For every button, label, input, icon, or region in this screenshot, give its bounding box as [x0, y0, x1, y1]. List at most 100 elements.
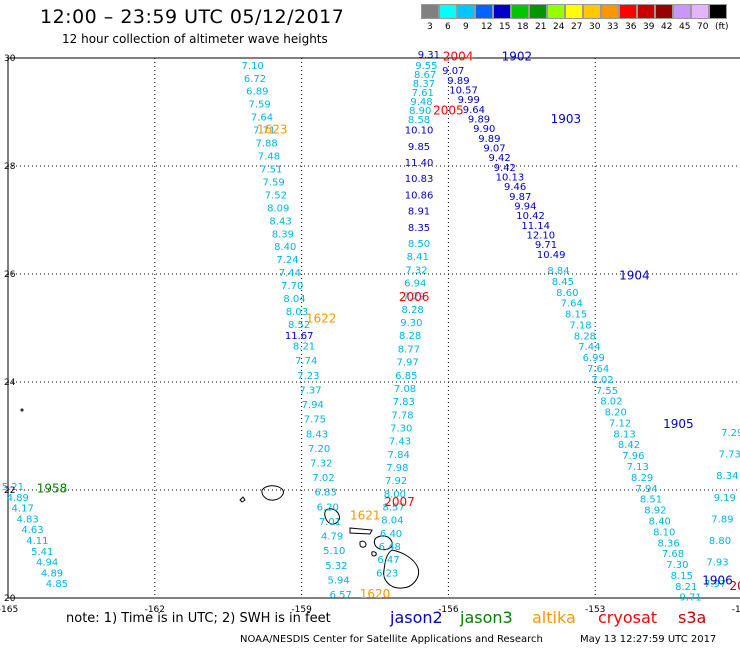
wave-height-value: 8.21	[293, 342, 315, 353]
wave-height-value: 5.10	[323, 546, 345, 557]
wave-height-value: 7.73	[719, 450, 740, 461]
wave-height-value: 7.61	[412, 88, 434, 99]
wave-height-value: 9.42	[489, 153, 511, 164]
lon-tick-label: -156	[438, 605, 459, 615]
wave-height-value: 7.97	[704, 579, 726, 590]
wave-height-value: 8.04	[283, 294, 305, 305]
wave-height-value: 7.01	[319, 517, 341, 528]
wave-height-value: 8.42	[618, 440, 640, 451]
wave-height-value: 8.20	[605, 408, 627, 419]
wave-height-value: 6.94	[404, 279, 426, 290]
scale-swatch	[637, 4, 655, 19]
wave-height-value: 6.23	[376, 568, 398, 579]
scale-swatch	[475, 4, 493, 19]
island-oahu	[324, 508, 340, 525]
wave-height-value: 8.13	[613, 429, 635, 440]
pass-time-label: 1958	[37, 482, 68, 496]
scale-swatch	[619, 4, 637, 19]
wave-height-value: 7.89	[711, 514, 733, 525]
scale-swatch	[493, 4, 511, 19]
wave-height-value: 9.31	[418, 50, 440, 61]
wave-height-value: 7.59	[262, 177, 284, 188]
wave-height-value: 6.89	[246, 87, 268, 98]
page-subtitle: 12 hour collection of altimeter wave hei…	[62, 32, 328, 46]
wave-height-value: 7.97	[396, 358, 418, 369]
pass-time-label: 2004	[443, 50, 474, 64]
wave-height-value: 7.29	[721, 428, 740, 439]
lon-tick-label: -150	[732, 605, 740, 615]
lon-tick-label: -159	[291, 605, 312, 615]
wave-height-value: 8.36	[657, 538, 679, 549]
scale-label: 3	[427, 22, 433, 32]
generation-timestamp: May 13 12:27:59 UTC 2017	[580, 634, 717, 645]
scale-swatch	[529, 4, 547, 19]
wave-height-value: 7.30	[390, 423, 412, 434]
wave-height-value: 7.37	[299, 385, 321, 396]
scale-label: 18	[517, 22, 529, 32]
legend-cryosat: cryosat	[598, 608, 658, 627]
wave-height-value: 6.40	[380, 529, 402, 540]
legend-jason3: jason3	[460, 608, 513, 627]
wave-height-value: 7.52	[265, 190, 287, 201]
scale-swatch	[673, 4, 691, 19]
island-lanai	[359, 540, 367, 548]
wave-height-value: 8.15	[671, 571, 693, 582]
scale-label: 45	[679, 22, 691, 32]
wave-height-value: 7.43	[389, 437, 411, 448]
wave-height-value: 4.89	[7, 493, 29, 504]
wave-height-value: 8.90	[409, 106, 431, 117]
scale-label: 21	[535, 22, 547, 32]
pass-time-label: 20	[729, 579, 740, 593]
island-niihau	[239, 496, 246, 503]
map-grid	[7, 57, 740, 599]
scale-label: 70	[697, 22, 709, 32]
wave-height-value: 9.89	[468, 115, 490, 126]
wave-height-value: 4.79	[321, 532, 343, 543]
scale-label: 15	[499, 22, 511, 32]
wave-height-value: 9.07	[442, 66, 464, 77]
map-frame	[7, 57, 740, 599]
wave-height-value: 8.67	[414, 70, 436, 81]
wave-height-value: 8.29	[631, 473, 653, 484]
wave-height-value: 11.40	[405, 158, 434, 169]
wave-height-value: 5.41	[31, 547, 53, 558]
wave-height-value: 7.44	[578, 342, 600, 353]
wave-height-value: 8.04	[381, 516, 403, 527]
wave-height-value: 9.85	[408, 142, 430, 153]
wave-height-value: 7.02	[591, 375, 613, 386]
wave-height-value: 7.96	[622, 451, 644, 462]
wave-height-value: 7.71	[253, 126, 275, 137]
wave-height-value: 7.20	[308, 444, 330, 455]
lon-tick-label: -153	[585, 605, 605, 615]
wave-height-value: 8.60	[556, 288, 578, 299]
wave-height-value: 8.84	[547, 266, 569, 277]
wave-height-value: 8.51	[640, 495, 662, 506]
wave-height-value: 8.34	[716, 471, 738, 482]
lat-tick-label: 24	[4, 378, 16, 388]
wave-height-value: 7.68	[662, 549, 684, 560]
wave-height-value: 9.87	[509, 192, 531, 203]
scale-swatch	[655, 4, 673, 19]
pass-time-label: 2007	[384, 495, 415, 509]
wave-height-value: 10.57	[449, 86, 478, 97]
wave-height-value: 8.43	[306, 429, 328, 440]
wave-height-value: 7.48	[258, 152, 280, 163]
wave-height-value: 9.71	[679, 593, 701, 604]
wave-height-value: 7.64	[587, 364, 609, 375]
wave-height-value: 8.52	[288, 320, 310, 331]
wave-height-value: 8.41	[407, 252, 429, 263]
scale-swatch	[439, 4, 457, 19]
island-maui	[373, 535, 393, 551]
wave-height-value: 9.89	[447, 76, 469, 87]
scale-label: 36	[625, 22, 637, 32]
pass-time-label: 1905	[663, 417, 694, 431]
wave-height-value: 9.30	[400, 318, 422, 329]
wave-height-value: 7.59	[249, 100, 271, 111]
altimeter-tracks: 7.10 6.72 6.89 7.59 7.64 7.71 7.88 7.487.51 7.59…	[2, 50, 740, 604]
wave-height-value: 9.94	[514, 201, 536, 212]
wave-height-value: 7.78	[391, 410, 413, 421]
scale-label: 27	[571, 22, 583, 32]
wave-height-value: 8.50	[408, 239, 430, 250]
scale-swatch	[583, 4, 601, 19]
